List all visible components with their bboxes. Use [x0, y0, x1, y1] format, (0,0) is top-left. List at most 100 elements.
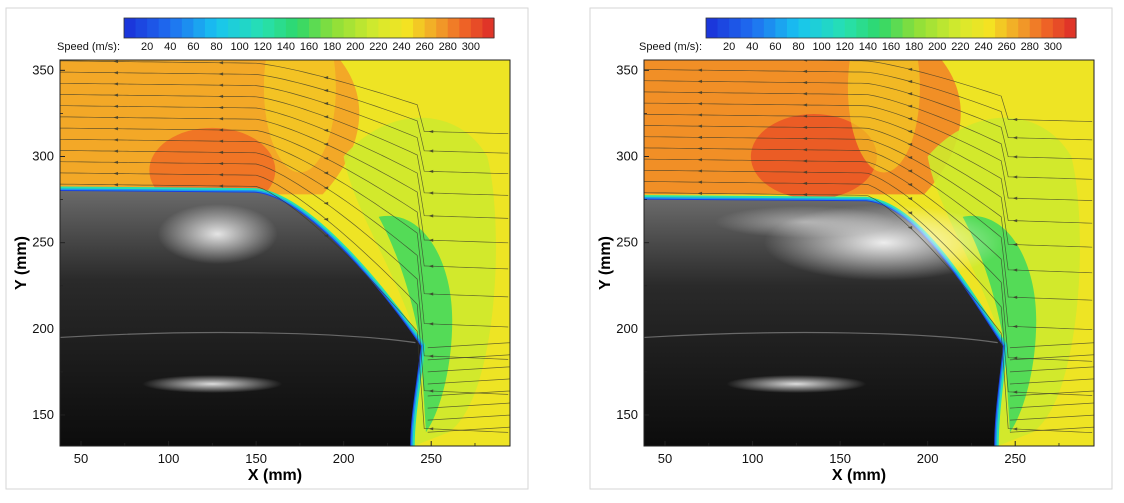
colorbar-tick-label: 160 — [300, 41, 318, 53]
x-tick-label: 200 — [917, 451, 939, 466]
colorbar-swatch — [1064, 18, 1077, 38]
colorbar-swatch — [833, 18, 846, 38]
colorbar-tick-label: 120 — [254, 41, 272, 53]
colorbar-swatch — [285, 18, 299, 38]
colorbar-swatch — [343, 18, 356, 38]
x-tick-label: 250 — [420, 451, 442, 466]
colorbar-tick-label: 200 — [928, 41, 946, 53]
x-tick-label: 150 — [829, 451, 851, 466]
y-tick-label: 200 — [32, 321, 54, 336]
x-tick-label: 150 — [245, 451, 267, 466]
colorbar-tick-label: 140 — [859, 41, 877, 53]
speed-field — [60, 60, 510, 446]
colorbar-swatch — [459, 18, 472, 38]
y-tick-label: 300 — [616, 149, 638, 164]
colorbar-swatch — [891, 18, 904, 38]
colorbar-swatch — [482, 18, 495, 38]
colorbar-swatch — [706, 18, 719, 38]
colorbar-tick-label: 80 — [210, 41, 222, 53]
chart-panel-right: Speed (m/s): 20 40 60 80 100 120 140 160 180 200 22… — [584, 0, 1124, 503]
colorbar-tick-label: 100 — [230, 41, 248, 53]
colorbar-swatch — [752, 18, 765, 38]
colorbar-swatch — [914, 18, 927, 38]
speed-field — [644, 60, 1094, 446]
colorbar-swatch — [948, 18, 961, 38]
colorbar-tick-label: 180 — [323, 41, 341, 53]
colorbar-swatch — [436, 18, 449, 38]
colorbar-tick-label: 260 — [415, 41, 433, 53]
colorbar-swatch — [925, 18, 938, 38]
x-tick-label: 50 — [658, 451, 672, 466]
colorbar-swatch — [983, 18, 996, 38]
y-tick-label: 300 — [32, 149, 54, 164]
colorbar-swatch — [1018, 18, 1031, 38]
colorbar-swatch — [1052, 18, 1066, 38]
colorbar-tick-label: 80 — [792, 41, 804, 53]
colorbar-tick-label: 60 — [187, 41, 199, 53]
colorbar-tick-label: 100 — [812, 41, 830, 53]
colorbar-tick-label: 220 — [951, 41, 969, 53]
y-axis-label: Y (mm) — [597, 236, 614, 290]
colorbar-tick-label: 220 — [369, 41, 387, 53]
streamlines — [60, 60, 510, 433]
colorbar-swatch — [740, 18, 753, 38]
colorbar-swatch — [181, 18, 194, 38]
colorbar-tick-label: 200 — [346, 41, 364, 53]
colorbar-tick-label: 300 — [1044, 41, 1062, 53]
x-tick-label: 200 — [333, 451, 355, 466]
streamlines — [644, 60, 1094, 433]
colorbar-tick-label: 40 — [746, 41, 758, 53]
colorbar-swatch — [844, 18, 857, 38]
colorbar-swatch — [1041, 18, 1054, 38]
y-axis-label: Y (mm) — [13, 236, 30, 290]
colorbar-swatch — [902, 18, 915, 38]
colorbar-swatch — [204, 18, 218, 38]
colorbar-swatch — [309, 18, 322, 38]
colorbar-swatch — [1029, 18, 1042, 38]
colorbar-swatch — [867, 18, 881, 38]
colorbar-swatch — [821, 18, 834, 38]
y-tick-label: 150 — [32, 407, 54, 422]
colorbar-swatch — [798, 18, 811, 38]
colorbar-swatch — [401, 18, 414, 38]
colorbar-swatch — [216, 18, 229, 38]
x-tick-label: 250 — [1004, 451, 1026, 466]
colorbar-swatch — [158, 18, 171, 38]
colorbar-tick-label: 240 — [974, 41, 992, 53]
colorbar-swatch — [251, 18, 264, 38]
colorbar-swatch — [937, 18, 950, 38]
y-tick-label: 250 — [32, 235, 54, 250]
colorbar-swatch — [355, 18, 368, 38]
y-tick-label: 150 — [616, 407, 638, 422]
colorbar-label: Speed (m/s): — [639, 41, 702, 53]
colorbar-swatch — [775, 18, 788, 38]
colorbar-swatch — [424, 18, 437, 38]
zone-shoulder-peak — [750, 114, 877, 199]
colorbar-swatch — [717, 18, 730, 38]
colorbar-swatch — [1006, 18, 1019, 38]
colorbar-tick-label: 140 — [277, 41, 295, 53]
colorbar-tick-label: 260 — [997, 41, 1015, 53]
colorbar-swatch — [763, 18, 776, 38]
colorbar-tick-label: 240 — [392, 41, 410, 53]
colorbar-label: Speed (m/s): — [57, 41, 120, 53]
colorbar-swatch — [274, 18, 287, 38]
x-tick-label: 100 — [158, 451, 180, 466]
colorbar-swatch — [378, 18, 391, 38]
colorbar-swatch — [389, 18, 403, 38]
y-tick-label: 250 — [616, 235, 638, 250]
colorbar-swatch — [856, 18, 869, 38]
x-axis-label: X (mm) — [248, 467, 302, 484]
colorbar-swatch — [879, 18, 892, 38]
colorbar-swatch — [470, 18, 484, 38]
colorbar-swatch — [971, 18, 985, 38]
colorbar-tick-label: 160 — [882, 41, 900, 53]
chart-panel-left: Speed (m/s): 20 40 60 80 100 120 140 160 180 200 22… — [0, 0, 540, 503]
colorbar-swatch — [810, 18, 823, 38]
colorbar-tick-label: 300 — [462, 41, 480, 53]
colorbar-swatch — [147, 18, 160, 38]
flow-field-chart: Speed (m/s): 20 40 60 80 100 120 140 160 180 200 22… — [589, 7, 1113, 490]
x-tick-label: 50 — [74, 451, 88, 466]
colorbar-tick-label: 60 — [769, 41, 781, 53]
colorbar-swatch — [262, 18, 275, 38]
